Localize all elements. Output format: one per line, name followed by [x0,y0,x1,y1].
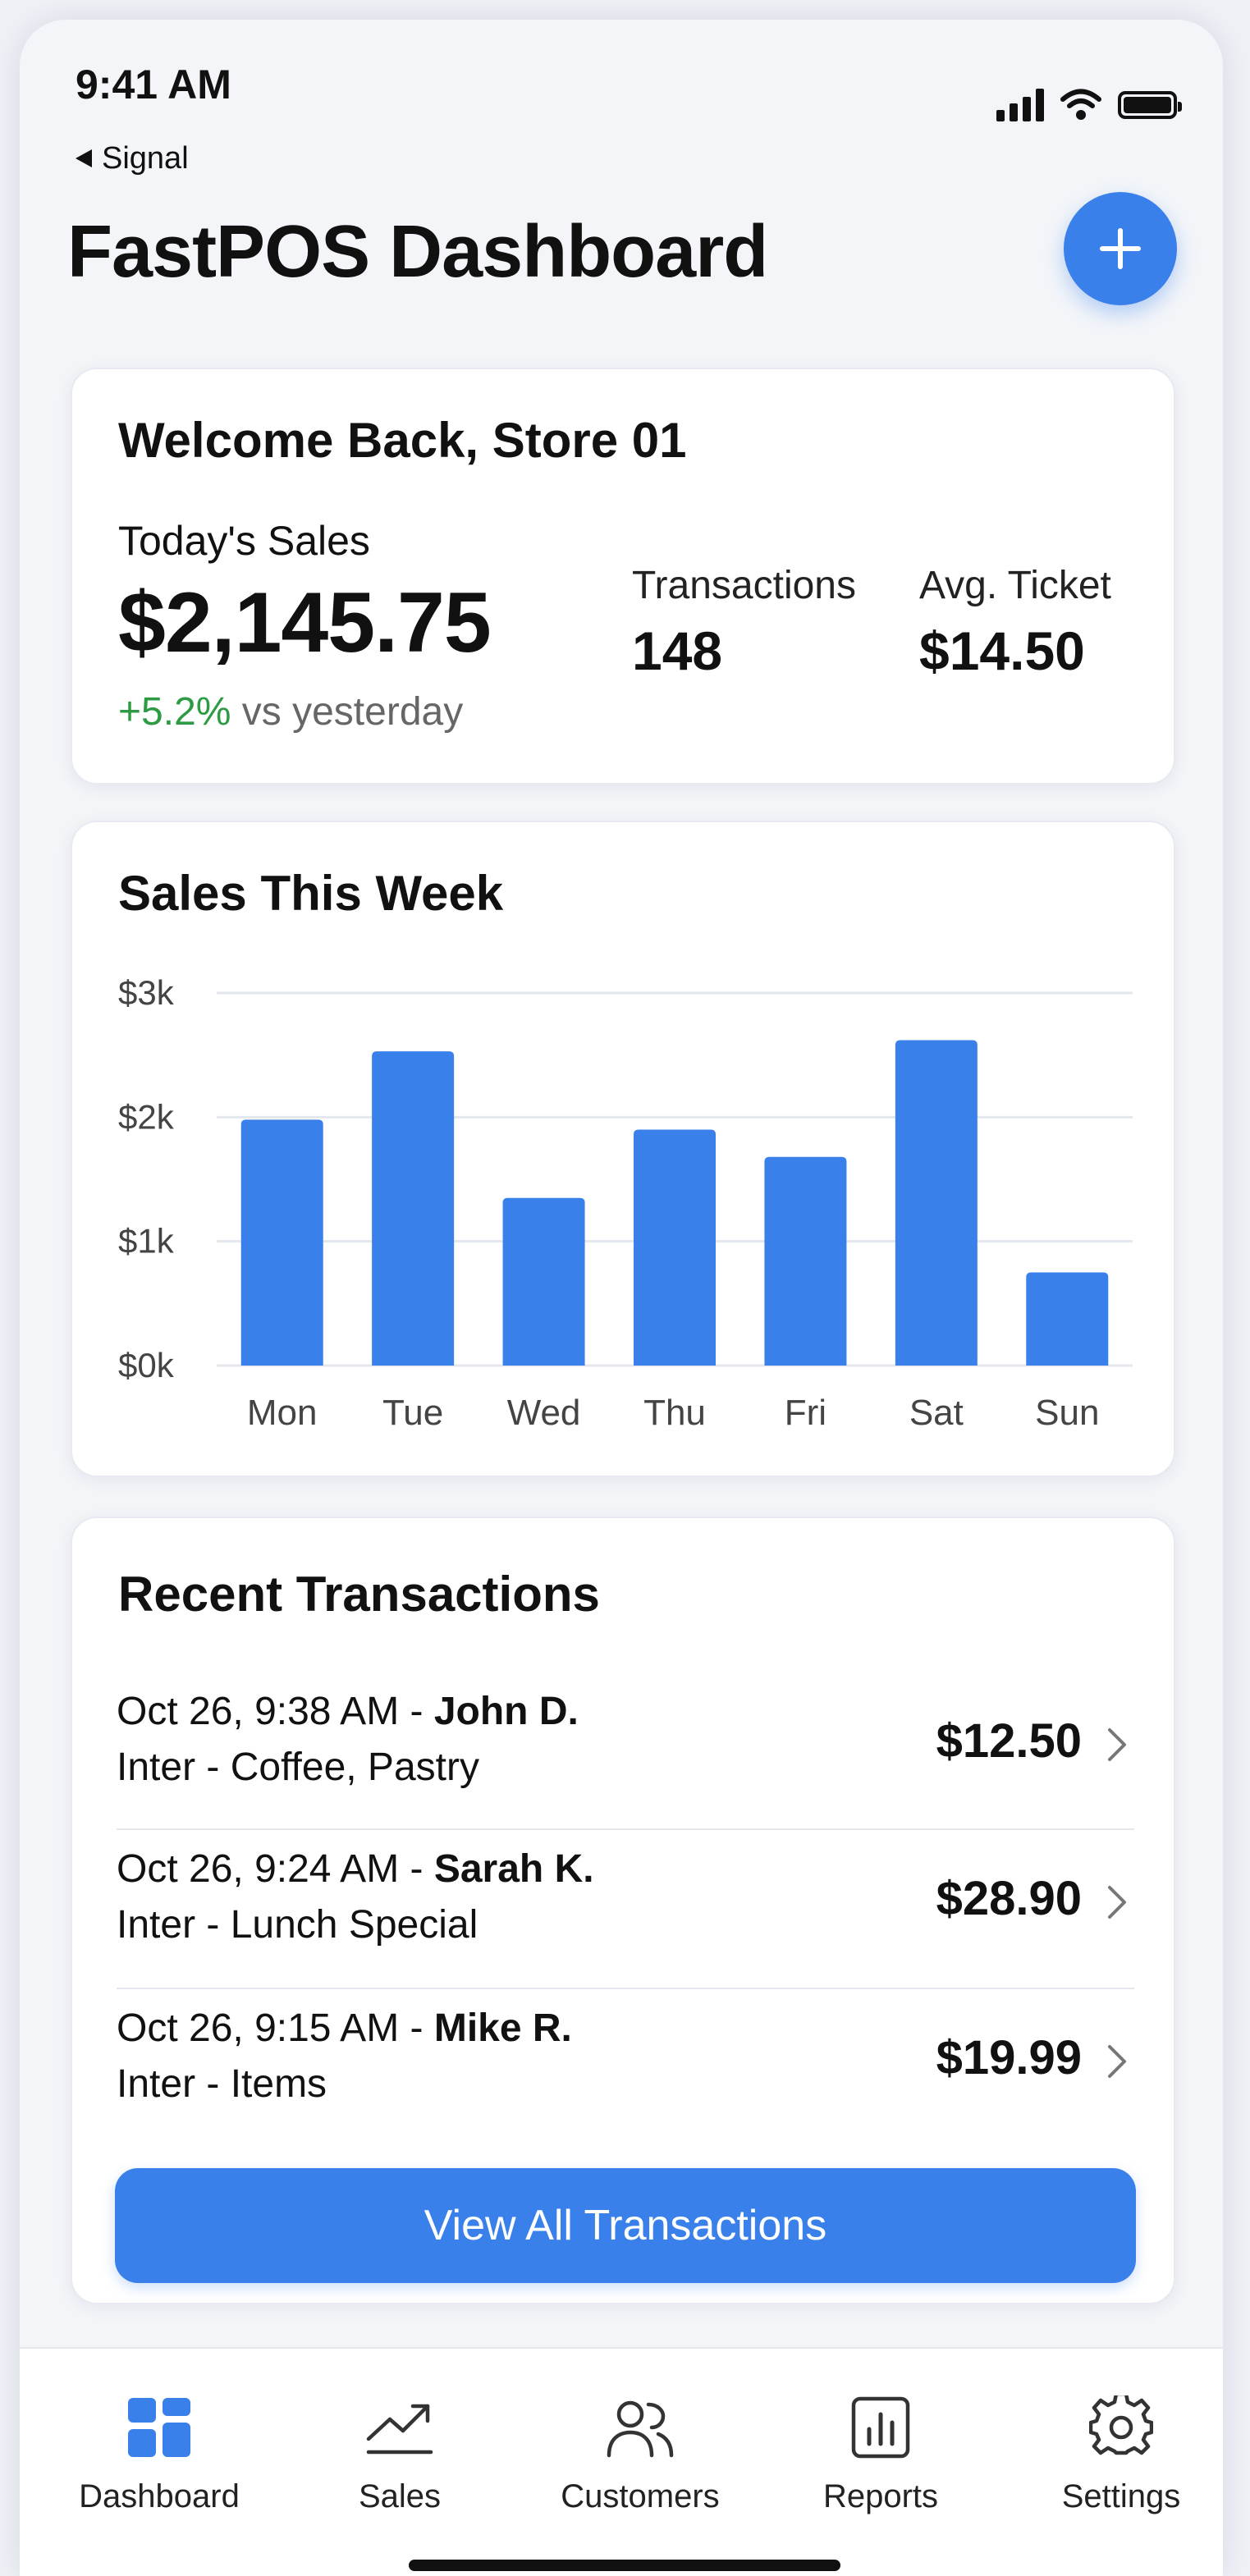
tab-label: Reports [822,2478,939,2514]
tab-settings[interactable]: Settings [1002,2393,1223,2515]
transaction-detail: Inter - Lunch Special [117,1903,478,1947]
chevron-right-icon [1108,2045,1126,2078]
report-icon [851,2396,910,2459]
transaction-amount: $12.50 [936,1714,1082,1768]
add-button[interactable] [1064,192,1177,305]
tab-sales[interactable]: Sales [281,2393,519,2515]
avg-ticket-label: Avg. Ticket [919,564,1111,607]
y-tick-label: $0k [118,1346,175,1384]
row-divider [117,1988,1134,1989]
transaction-datetime: Oct 26, 9:38 AM [117,1690,400,1733]
sales-delta: +5.2% vs yesterday [118,689,463,734]
transaction-row[interactable]: Oct 26, 9:24 AM - Sarah K. Inter - Lunch… [117,1835,1134,1993]
transactions-metric: Transactions 148 [632,563,856,682]
trend-icon [366,2404,433,2455]
back-triangle-icon [76,149,92,167]
bar [764,1156,847,1366]
x-tick-label: Sun [1035,1393,1099,1433]
dashboard-icon [128,2398,190,2457]
tab-dashboard[interactable]: Dashboard [40,2393,278,2515]
x-tick-label: Mon [247,1393,318,1433]
cellular-signal-icon [996,89,1044,121]
y-tick-label: $1k [118,1222,175,1261]
bar [240,1119,323,1366]
transaction-detail: Inter - Items [117,2062,327,2106]
status-icons [996,89,1182,121]
transaction-row[interactable]: Oct 26, 9:15 AM - Mike R. Inter - Items … [117,1994,1134,2152]
tab-label: Customers [561,2478,720,2514]
app-screen: 9:41 AM Signal FastPOS Dashboard Welcome… [20,20,1223,2576]
sales-chart-card: Sales This Week $0k $1k $2k $3k Mon Tue Wed Thu… [71,821,1175,1477]
bar [634,1129,716,1366]
avg-ticket-metric: Avg. Ticket $14.50 [919,563,1111,682]
transaction-customer: Sarah K. [433,1847,594,1891]
chart-title: Sales This Week [118,866,504,921]
sales-delta-suffix: vs yesterday [231,690,464,734]
transaction-amount: $19.99 [936,2031,1082,2084]
transaction-row[interactable]: Oct 26, 9:38 AM - John D. Inter - Coffee… [117,1677,1134,1835]
transactions-label: Transactions [632,564,856,607]
x-tick-label: Wed [507,1393,581,1433]
transaction-separator: - [399,1847,434,1891]
summary-card: Welcome Back, Store 01 Today's Sales $2,… [71,368,1175,785]
x-tick-label: Fri [785,1393,826,1433]
transaction-separator: - [399,1690,434,1733]
home-indicator[interactable] [409,2560,840,2571]
transaction-header: Oct 26, 9:38 AM - John D. [117,1689,579,1734]
y-tick-label: $3k [118,973,175,1012]
chevron-right-icon [1108,1728,1126,1761]
sales-bar-chart: $0k $1k $2k $3k Mon Tue Wed Thu Fri Sat Sun [118,973,1133,1433]
bottom-tab-bar: Dashboard Sales Customers [20,2347,1223,2576]
bar [372,1051,455,1366]
gear-icon [1089,2395,1153,2455]
tab-label: Settings [1061,2478,1181,2514]
transaction-header: Oct 26, 9:15 AM - Mike R. [117,2006,572,2051]
todays-sales-label: Today's Sales [118,518,370,564]
tab-label: Dashboard [79,2478,240,2514]
transaction-detail: Inter - Coffee, Pastry [117,1746,479,1789]
avg-ticket-value: $14.50 [919,620,1085,681]
x-tick-label: Thu [643,1393,706,1433]
transaction-customer: John D. [433,1690,579,1733]
welcome-title: Welcome Back, Store 01 [118,413,687,468]
transaction-amount: $28.90 [936,1872,1082,1925]
transaction-datetime: Oct 26, 9:24 AM [117,1847,400,1891]
back-app-label: Signal [102,141,189,176]
users-icon [607,2400,674,2458]
tab-label: Sales [358,2478,442,2514]
transaction-datetime: Oct 26, 9:15 AM [117,2006,400,2050]
x-tick-label: Sat [909,1393,964,1433]
tab-customers[interactable]: Customers [521,2393,759,2515]
bar [502,1197,585,1366]
transaction-separator: - [399,2006,434,2050]
y-tick-label: $2k [118,1097,175,1136]
transaction-customer: Mike R. [433,2006,572,2050]
transaction-header: Oct 26, 9:24 AM - Sarah K. [117,1846,594,1892]
bar [1026,1272,1109,1366]
battery-icon [1118,91,1182,119]
status-time: 9:41 AM [76,62,231,108]
page-title: FastPOS Dashboard [67,211,768,293]
bar [895,1040,978,1366]
transactions-value: 148 [632,620,723,681]
tab-reports[interactable]: Reports [762,2393,1000,2515]
x-tick-label: Tue [382,1393,443,1433]
sales-delta-percent: +5.2% [118,690,231,734]
todays-sales-value: $2,145.75 [118,575,492,670]
back-to-app-link[interactable]: Signal [76,141,189,176]
view-all-transactions-button[interactable]: View All Transactions [115,2168,1136,2283]
row-divider [117,1828,1134,1830]
wifi-icon [1060,89,1101,120]
chevron-right-icon [1108,1886,1126,1919]
recent-transactions-card: Recent Transactions Oct 26, 9:38 AM - Jo… [71,1517,1175,2304]
transactions-title: Recent Transactions [118,1567,600,1622]
plus-icon [1100,228,1141,269]
